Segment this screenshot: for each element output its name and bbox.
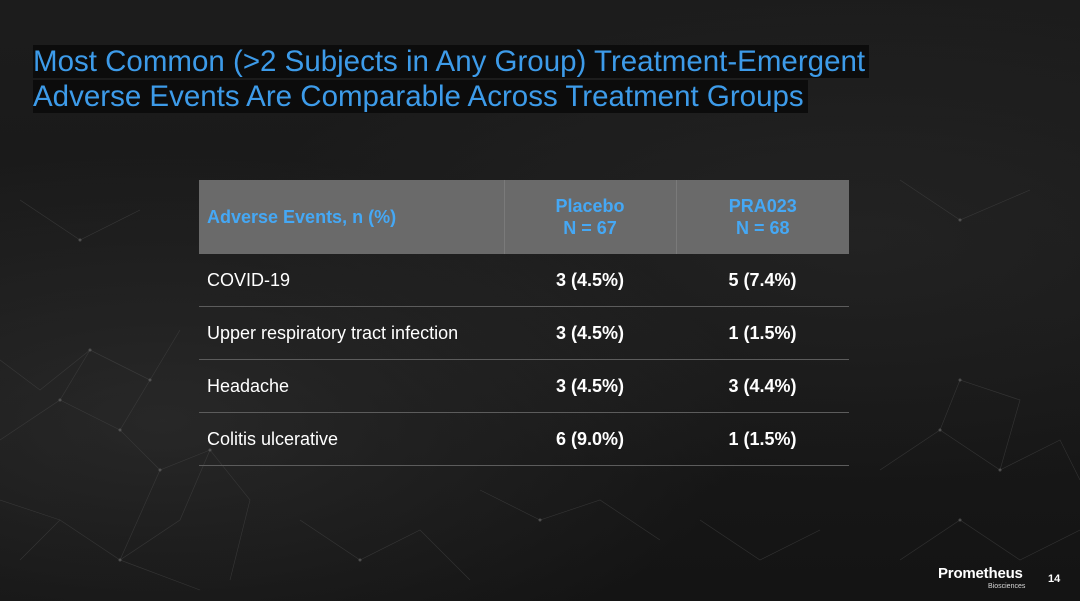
placebo-group-name: Placebo [555,196,625,216]
company-logo: Prometheus Biosciences [938,565,1038,591]
column-header-adverse-events: Adverse Events, n (%) [199,180,504,254]
placebo-group-n: N = 67 [563,218,617,238]
logo-name: Prometheus [938,565,1023,582]
pra023-value: 1 (1.5%) [676,412,849,466]
slide-title-line-1: Most Common (>2 Subjects in Any Group) T… [33,45,870,78]
pra023-group-name: PRA023 [728,196,797,216]
event-name: COVID-19 [199,254,504,307]
pra023-value: 1 (1.5%) [676,306,849,360]
column-header-placebo: Placebo N = 67 [503,180,676,254]
table-row: Upper respiratory tract infection 3 (4.5… [199,306,849,360]
placebo-value: 3 (4.5%) [504,254,676,307]
event-name: Headache [199,359,504,413]
slide-title: Most Common (>2 Subjects in Any Group) T… [33,44,1033,114]
table-row: Headache 3 (4.5%) 3 (4.4%) [199,359,849,413]
logo-subtitle: Biosciences [988,583,1026,590]
adverse-events-table: Adverse Events, n (%) Placebo N = 67 PRA… [199,180,849,466]
table-header-row: Adverse Events, n (%) Placebo N = 67 PRA… [199,180,849,254]
page-number: 14 [1048,573,1061,585]
pra023-value: 5 (7.4%) [676,254,849,307]
event-name: Upper respiratory tract infection [199,306,504,360]
placebo-value: 3 (4.5%) [504,359,676,413]
event-name: Colitis ulcerative [199,412,504,466]
pra023-group-n: N = 68 [735,218,790,238]
slide-title-line-2: Adverse Events Are Comparable Across Tre… [33,80,808,113]
placebo-value: 3 (4.5%) [504,306,676,360]
placebo-value: 6 (9.0%) [504,412,676,466]
table-row: COVID-19 3 (4.5%) 5 (7.4%) [199,254,849,307]
column-header-pra023: PRA023 N = 68 [675,180,849,254]
pra023-value: 3 (4.4%) [676,359,849,413]
table-row: Colitis ulcerative 6 (9.0%) 1 (1.5%) [199,412,849,466]
